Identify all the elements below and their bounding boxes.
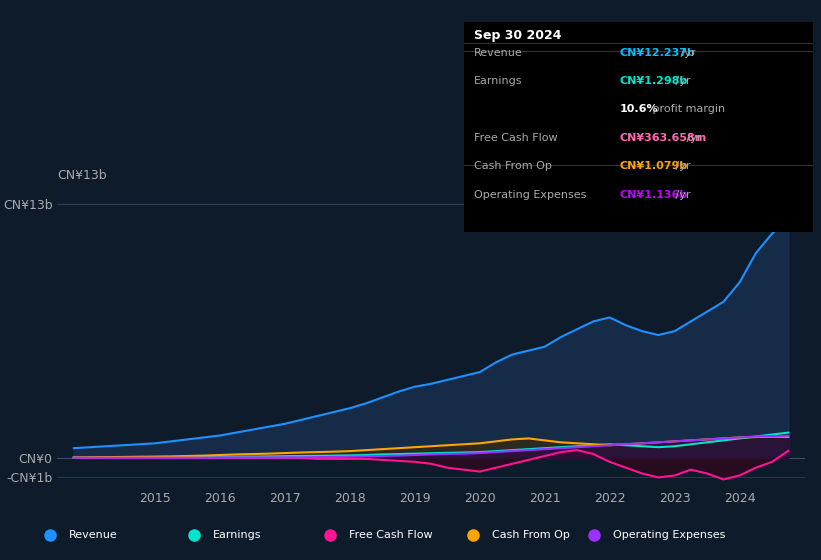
- Text: /yr: /yr: [677, 48, 696, 58]
- Text: Operating Expenses: Operating Expenses: [613, 530, 725, 540]
- Text: profit margin: profit margin: [649, 105, 725, 114]
- Text: /yr: /yr: [683, 133, 702, 143]
- Text: 10.6%: 10.6%: [620, 105, 658, 114]
- Text: Earnings: Earnings: [474, 76, 522, 86]
- Text: Revenue: Revenue: [474, 48, 522, 58]
- Text: /yr: /yr: [672, 161, 690, 171]
- Text: Cash From Op: Cash From Op: [474, 161, 552, 171]
- Text: CN¥13b: CN¥13b: [57, 169, 107, 182]
- Text: /yr: /yr: [672, 190, 690, 200]
- Text: CN¥1.079b: CN¥1.079b: [620, 161, 688, 171]
- Text: Operating Expenses: Operating Expenses: [474, 190, 586, 200]
- Text: /yr: /yr: [672, 76, 690, 86]
- Text: Revenue: Revenue: [69, 530, 118, 540]
- Text: CN¥1.298b: CN¥1.298b: [620, 76, 688, 86]
- Text: CN¥363.658m: CN¥363.658m: [620, 133, 707, 143]
- Text: Free Cash Flow: Free Cash Flow: [349, 530, 432, 540]
- Text: Earnings: Earnings: [213, 530, 261, 540]
- Text: Sep 30 2024: Sep 30 2024: [474, 29, 562, 42]
- Text: CN¥1.136b: CN¥1.136b: [620, 190, 688, 200]
- Text: Free Cash Flow: Free Cash Flow: [474, 133, 557, 143]
- Text: Cash From Op: Cash From Op: [492, 530, 570, 540]
- Text: CN¥12.237b: CN¥12.237b: [620, 48, 695, 58]
